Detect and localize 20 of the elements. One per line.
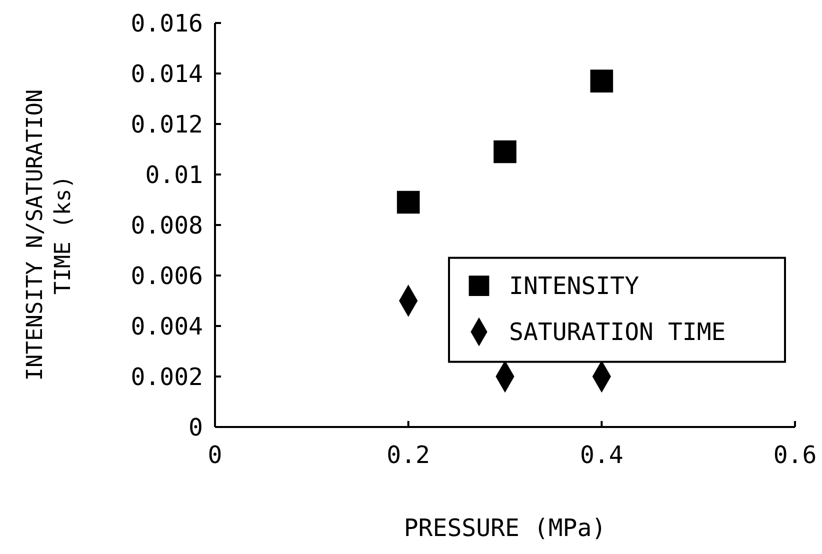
y-tick-label: 0.008 <box>130 211 203 240</box>
point <box>590 70 614 92</box>
y-tick-label: 0.012 <box>130 110 203 138</box>
y-tick-label: 0.01 <box>145 160 203 189</box>
x-axis-title: PRESSURE (MPa) <box>404 514 606 542</box>
y-tick-label: 0.006 <box>130 262 203 290</box>
x-tick-label: 0.4 <box>580 441 624 469</box>
y-tick-label: 0.016 <box>130 9 203 38</box>
y-tick-label: 0.004 <box>130 312 203 340</box>
legend-label: INTENSITY <box>509 272 640 300</box>
y-tick-label: 0 <box>188 413 203 442</box>
y-tick-label: 0.014 <box>130 60 203 88</box>
x-tick-label: 0 <box>208 441 222 469</box>
point <box>396 190 420 214</box>
x-tick-label: 0.6 <box>773 441 817 469</box>
point <box>494 140 516 164</box>
y-axis-title: INTENSITY N/SATURATION TIME (ks) <box>23 89 76 381</box>
y-tick-label: 0.002 <box>130 362 203 391</box>
x-tick-label: 0.2 <box>386 441 430 469</box>
legend-label: SATURATION TIME <box>509 318 726 346</box>
